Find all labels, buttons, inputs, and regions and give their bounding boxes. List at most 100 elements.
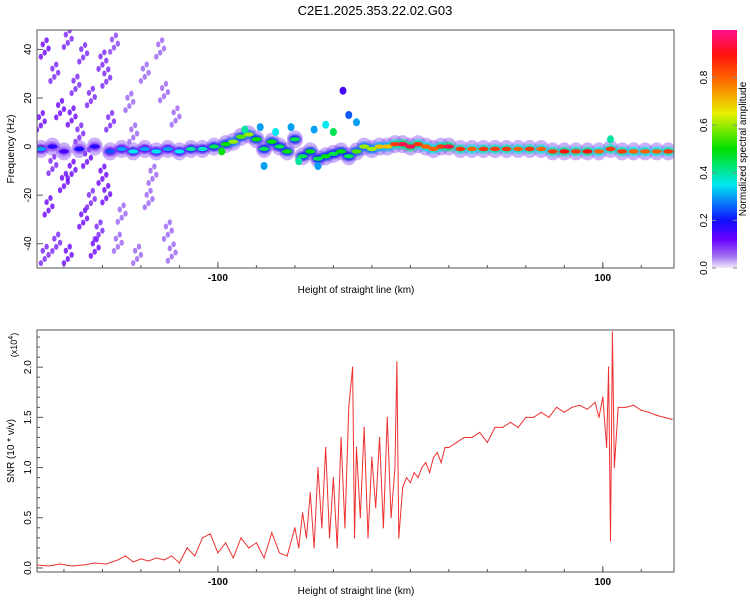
noise-point	[59, 97, 65, 104]
ridge-point	[651, 149, 662, 154]
noise-point	[80, 163, 86, 169]
noise-point	[119, 239, 124, 246]
ridge-point	[328, 151, 339, 157]
noise-point	[48, 195, 53, 202]
snr-data-point	[517, 426, 519, 429]
noise-point	[169, 227, 174, 234]
y-tick-label: 1.5	[23, 410, 34, 424]
noise-point	[102, 163, 107, 170]
ridge-point	[58, 149, 69, 154]
ridge-point	[455, 146, 466, 152]
spectral-blob	[345, 111, 353, 119]
snr-data-point	[328, 537, 331, 539]
noise-point	[73, 86, 78, 93]
ridge-point	[536, 146, 547, 152]
ridge-point	[428, 146, 439, 152]
snr-data-point	[105, 563, 107, 565]
snr-data-point	[186, 547, 188, 549]
noise-point	[48, 157, 53, 164]
noise-point	[109, 110, 115, 117]
noise-point	[54, 61, 59, 68]
ridge-point	[524, 146, 535, 152]
spectral-blob	[218, 147, 226, 156]
noise-point	[123, 210, 128, 217]
noise-point	[55, 69, 61, 76]
noise-point	[138, 251, 144, 258]
noise-point	[106, 114, 111, 121]
noise-point	[88, 252, 94, 259]
noise-point	[140, 65, 146, 72]
spectral-blob	[241, 125, 249, 134]
noise-point	[173, 117, 178, 124]
ridge-point	[570, 149, 581, 154]
snr-data-point	[294, 527, 296, 529]
snr-data-point	[413, 471, 415, 474]
snr-data-point	[540, 411, 542, 413]
snr-axes: -100 100 0.0 0.5 1.0 1.5 2.0	[23, 336, 642, 588]
ridge-point	[389, 141, 400, 147]
noise-point	[131, 98, 136, 105]
noise-point	[65, 121, 70, 128]
noise-point	[92, 196, 97, 203]
noise-point	[54, 114, 59, 121]
noise-point	[173, 249, 178, 256]
noise-point	[69, 35, 74, 42]
noise-point	[100, 175, 105, 182]
noise-point	[63, 247, 69, 254]
noise-point	[127, 103, 132, 110]
ridge-point	[343, 154, 354, 159]
noise-point	[161, 93, 167, 100]
ridge-point	[490, 146, 501, 152]
noise-point	[152, 163, 157, 170]
noise-point	[67, 30, 72, 34]
ridge-point	[274, 144, 285, 149]
y-tick-label: 20	[23, 92, 34, 104]
colorbar-tick-label: 0.4	[699, 165, 710, 179]
ridge-point	[436, 144, 447, 149]
noise-point	[177, 113, 182, 120]
noise-point	[37, 114, 42, 121]
ridge-point	[235, 134, 246, 140]
noise-point	[94, 223, 99, 230]
snr-data-point	[209, 533, 211, 535]
ridge-point	[593, 149, 604, 154]
spectral-blob	[339, 86, 347, 95]
ridge-point	[405, 144, 416, 149]
ridge-point	[366, 146, 377, 152]
noise-point	[115, 40, 121, 47]
noise-point	[55, 231, 61, 238]
ridge-point	[266, 139, 277, 144]
noise-point	[157, 97, 163, 104]
spectral-blob	[606, 135, 614, 144]
noise-point	[63, 31, 69, 38]
noise-point	[106, 182, 111, 189]
snr-data-point	[409, 482, 411, 484]
snr-data-point	[548, 416, 550, 418]
snr-data-point	[353, 537, 356, 539]
noise-point	[171, 109, 176, 116]
noise-point	[57, 110, 63, 117]
snr-data-point	[301, 512, 304, 514]
snr-data-point	[124, 555, 127, 557]
snr-data-point	[509, 421, 512, 423]
noise-point	[61, 44, 67, 50]
noise-point	[42, 256, 47, 263]
noise-point	[59, 174, 65, 181]
noise-point	[92, 235, 97, 242]
spectral-blob	[287, 123, 295, 132]
snr-data-point	[405, 477, 408, 479]
snr-data-point	[117, 559, 119, 561]
spectrogram-axes: -100 100 -40 -20 0 20 40	[23, 43, 642, 284]
spectral-blob	[322, 120, 330, 129]
ridge-point	[37, 146, 46, 152]
y-tick-label: -20	[23, 187, 34, 202]
snr-data-point	[371, 456, 373, 459]
snr-data-point	[417, 477, 419, 479]
noise-point	[65, 39, 70, 46]
snr-data-point	[607, 366, 610, 368]
ridge-point	[105, 149, 116, 154]
snr-data-point	[271, 532, 273, 534]
snr-data-point	[502, 426, 504, 429]
